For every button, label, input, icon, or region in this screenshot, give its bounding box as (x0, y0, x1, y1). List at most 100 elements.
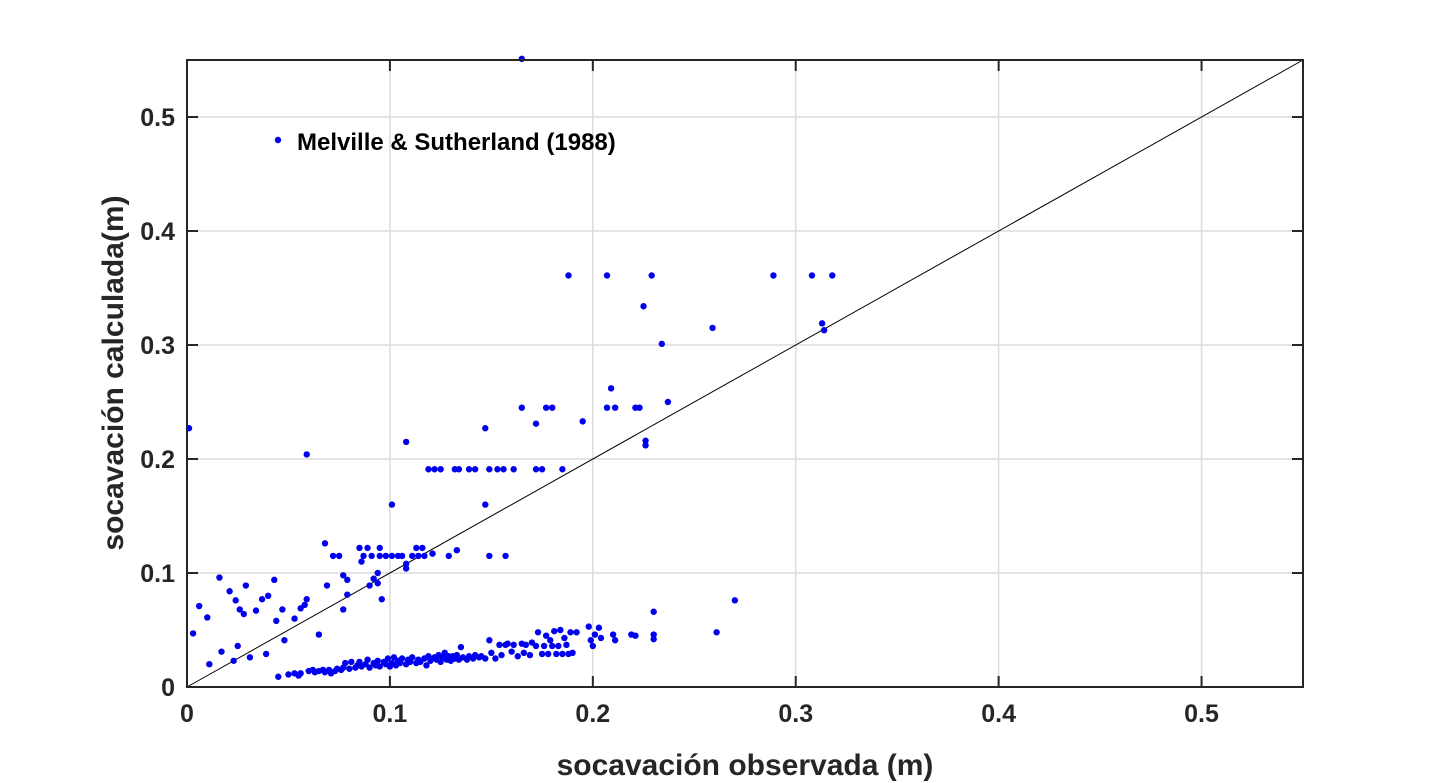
data-point (236, 606, 243, 613)
y-axis-title: socavación calculada(m) (97, 195, 130, 550)
data-point (445, 552, 452, 560)
data-point (522, 641, 530, 649)
x-tick-label: 0.2 (575, 700, 610, 728)
data-point (240, 610, 248, 618)
data-point (315, 631, 323, 638)
data-point (275, 673, 282, 680)
data-point (376, 552, 383, 560)
data-point (482, 501, 489, 508)
data-point (603, 272, 611, 279)
data-point (348, 658, 355, 666)
data-point (642, 442, 649, 449)
data-point (425, 466, 432, 473)
data-point (204, 614, 211, 621)
data-point (340, 606, 347, 613)
x-tick-label: 0 (180, 700, 194, 728)
data-point (230, 657, 237, 664)
data-point (218, 648, 225, 655)
data-point (632, 632, 639, 639)
data-point (540, 642, 548, 650)
y-tick-label: 0.1 (140, 560, 175, 588)
data-point (376, 544, 383, 552)
data-point (709, 324, 716, 332)
data-point (437, 466, 444, 473)
data-point (271, 576, 278, 584)
data-point (664, 398, 672, 406)
data-point (429, 550, 436, 557)
y-tick-label: 0.4 (140, 218, 175, 246)
data-point (532, 466, 540, 473)
data-point (820, 326, 828, 334)
data-point (234, 642, 241, 650)
data-point (342, 659, 349, 667)
data-point (346, 665, 353, 672)
data-point (494, 466, 501, 473)
data-point (384, 655, 392, 662)
data-point (189, 630, 197, 637)
data-point (636, 404, 643, 411)
data-point (640, 303, 647, 310)
data-point (597, 634, 605, 642)
data-point (262, 650, 270, 658)
x-tick-label: 0.4 (981, 700, 1016, 728)
data-point (818, 320, 826, 327)
data-point (421, 552, 428, 560)
x-tick-label: 0.3 (778, 700, 813, 728)
data-point (303, 596, 310, 603)
legend-label: Melville & Sutherland (1988) (297, 129, 616, 156)
data-point (731, 597, 739, 604)
x-tick-labels: 0 0.1 0.2 0.3 0.4 0.5 (180, 700, 1219, 728)
data-point (518, 55, 525, 63)
y-tick-labels: 0 0.1 0.2 0.3 0.4 0.5 (140, 104, 175, 702)
data-point (340, 572, 347, 579)
data-point (335, 552, 343, 560)
data-point (538, 466, 546, 473)
data-point (374, 580, 381, 587)
plot-frame (186, 59, 1304, 688)
legend: Melville & Sutherland (1988) (274, 129, 616, 156)
data-point (195, 602, 203, 610)
data-point (557, 626, 564, 634)
data-point (492, 655, 499, 662)
data-point (510, 641, 517, 649)
data-point (549, 642, 556, 650)
data-point (579, 418, 586, 425)
data-point (520, 649, 528, 656)
data-point (323, 582, 331, 589)
data-point (232, 597, 239, 604)
data-point (368, 552, 375, 560)
y-tick-label: 0.5 (140, 104, 175, 132)
data-point (358, 558, 365, 565)
data-point (609, 631, 617, 638)
data-point (382, 552, 390, 560)
data-point (423, 662, 430, 669)
data-point (642, 437, 649, 444)
data-point (538, 650, 546, 658)
data-point (453, 547, 461, 554)
data-point (587, 637, 594, 644)
data-point (246, 654, 254, 661)
data-point (402, 438, 410, 446)
data-point (648, 272, 655, 279)
data-point (242, 582, 250, 589)
data-point (216, 574, 223, 581)
data-point (264, 592, 272, 599)
data-point (376, 663, 383, 670)
grid-lines (187, 60, 1303, 687)
data-point (344, 576, 351, 584)
data-point (603, 404, 611, 411)
data-point (378, 596, 385, 603)
data-point (366, 664, 373, 671)
data-point (553, 650, 560, 658)
data-point (611, 637, 619, 644)
data-point (551, 627, 558, 635)
data-point (303, 451, 310, 458)
data-point (226, 588, 233, 595)
data-point (829, 272, 836, 279)
x-axis-title: socavación observada (m) (557, 749, 934, 782)
data-point (650, 631, 657, 638)
data-point (364, 544, 371, 552)
data-point (388, 552, 396, 560)
data-point (498, 651, 505, 659)
